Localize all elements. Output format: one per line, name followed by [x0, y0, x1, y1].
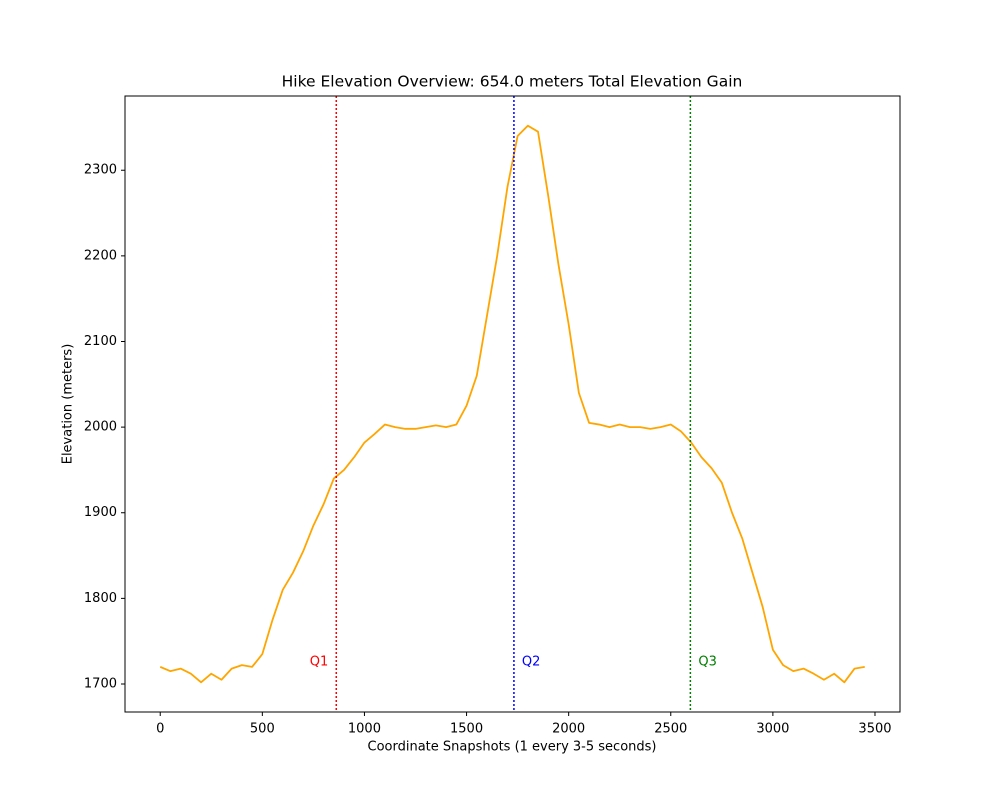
- quartile-label: Q2: [522, 655, 541, 670]
- elevation-line: [159, 124, 865, 684]
- chart-title: Hike Elevation Overview: 654.0 meters To…: [282, 73, 743, 91]
- y-tick-label: 2100: [84, 334, 117, 349]
- x-tick-label: 2500: [654, 722, 687, 737]
- x-axis-label: Coordinate Snapshots (1 every 3-5 second…: [368, 740, 657, 755]
- y-axis-label: Elevation (meters): [61, 344, 76, 465]
- x-tick-label: 3500: [858, 722, 891, 737]
- x-tick-label: 1500: [450, 722, 483, 737]
- plot-frame: [124, 95, 901, 713]
- y-tick-label: 1700: [84, 677, 117, 692]
- x-tick-label: 2000: [552, 722, 585, 737]
- y-tick-label: 1800: [84, 591, 117, 606]
- x-tick-label: 1000: [348, 722, 381, 737]
- y-tick-label: 2200: [84, 248, 117, 263]
- y-tick-label: 2300: [84, 163, 117, 178]
- quartile-label: Q1: [310, 655, 329, 670]
- y-tick-label: 1900: [84, 505, 117, 520]
- y-tick-label: 2000: [84, 420, 117, 435]
- x-tick-label: 3000: [756, 722, 789, 737]
- x-tick-label: 0: [156, 722, 164, 737]
- x-tick-label: 500: [250, 722, 275, 737]
- quartile-label: Q3: [698, 655, 717, 670]
